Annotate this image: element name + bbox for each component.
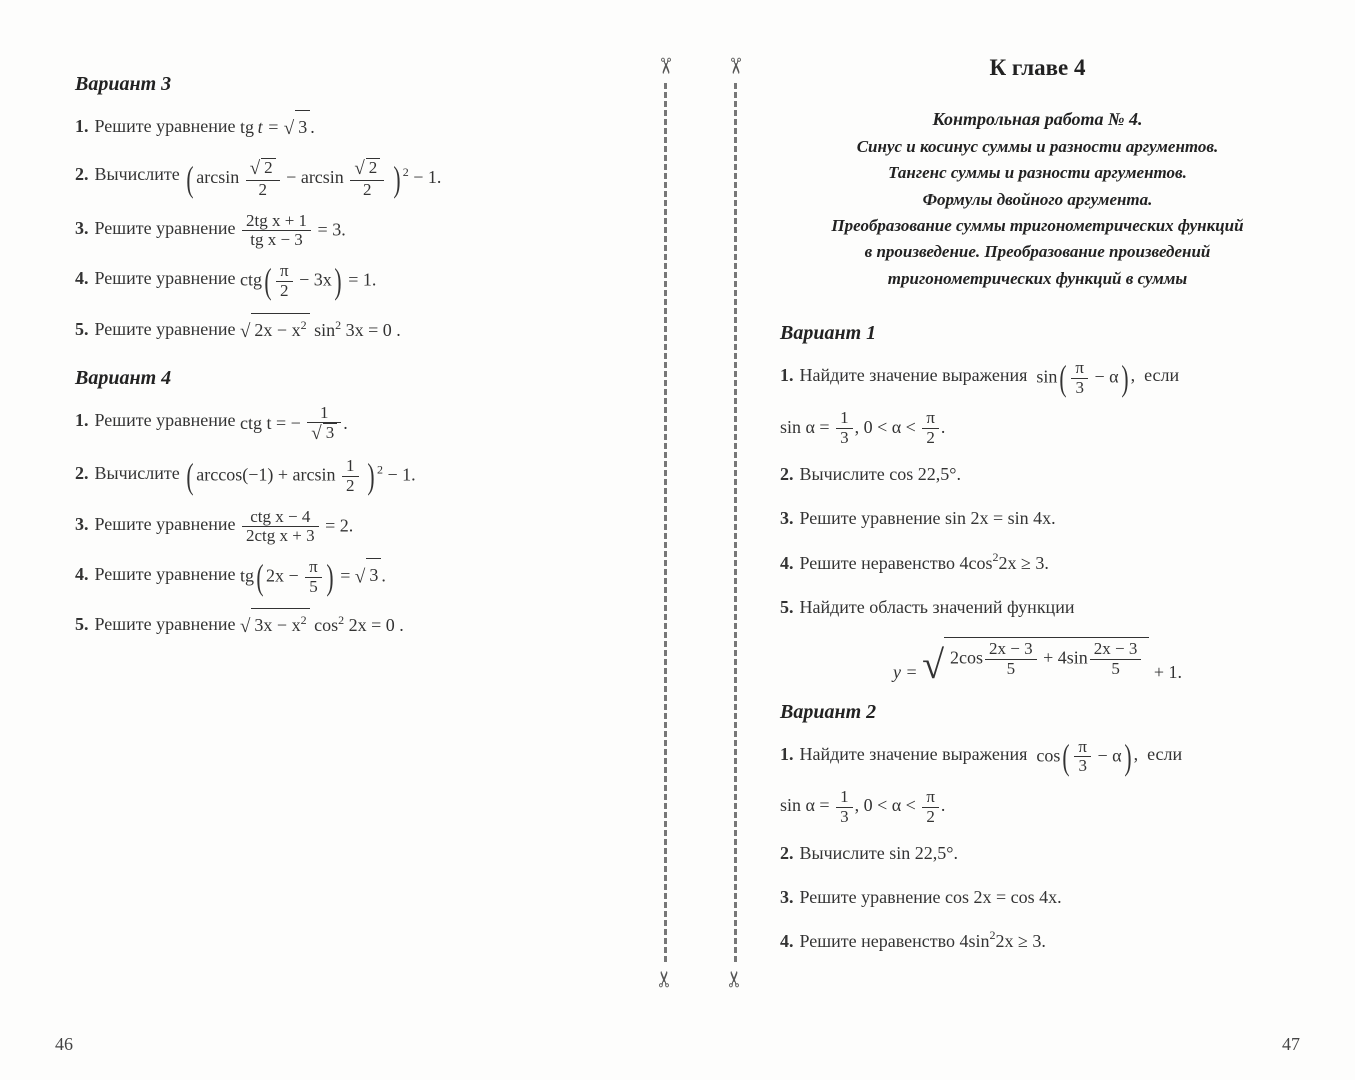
cut-line-right: ✂ ✂ — [720, 0, 750, 1080]
variant-1-title: Вариант 1 — [780, 322, 1295, 345]
right-page: К главе 4 Контрольная работа № 4. Синус … — [750, 0, 1355, 1080]
page-spread: Вариант 3 1. Решите уравнение tg t = √3.… — [0, 0, 1355, 1080]
variant-2-title: Вариант 2 — [780, 701, 1295, 724]
scissor-icon: ✂ — [724, 970, 746, 988]
variant-4-title: Вариант 4 — [75, 367, 590, 390]
v4-problem-5: 5. Решите уравнение √3x − x2 cos2 2x = 0… — [75, 608, 590, 644]
v4-problem-1: 1. Решите уравнение ctg t = − 1√3. — [75, 404, 590, 446]
v3-problem-5: 5. Решите уравнение √2x − x2 sin2 3x = 0… — [75, 313, 590, 349]
v1-problem-3: 3.Решите уравнение sin 2x = sin 4x. — [780, 502, 1295, 534]
v1-formula: y = √ 2cos2x − 35 + 4sin2x − 35 + 1. — [780, 637, 1295, 682]
left-page: Вариант 3 1. Решите уравнение tg t = √3.… — [0, 0, 650, 1080]
v3-problem-4: 4. Решите уравнение ctg(π2 − 3x) = 1. — [75, 262, 590, 300]
v4-problem-3: 3. Решите уравнение ctg x − 42ctg x + 3 … — [75, 508, 590, 546]
scissor-icon: ✂ — [654, 970, 676, 988]
v4-problem-4: 4. Решите уравнение tg(2x − π5) = √3. — [75, 558, 590, 596]
chapter-title: К главе 4 — [780, 55, 1295, 81]
v2-problem-1: 1. Найдите значение выражения cos(π3 − α… — [780, 738, 1295, 776]
v2-problem-2: 2.Вычислите sin 22,5°. — [780, 837, 1295, 869]
v1-problem-5: 5.Найдите область значений функции — [780, 591, 1295, 623]
v2-problem-4: 4.Решите неравенство 4sin2 2x ≥ 3. — [780, 925, 1295, 957]
v1-problem-4: 4.Решите неравенство 4cos2 2x ≥ 3. — [780, 547, 1295, 579]
cut-line-left: ✂ ✂ — [650, 0, 680, 1080]
v2-condition: sin α = 13, 0 < α < π2. — [780, 788, 1295, 826]
v4-problem-2: 2. Вычислите (arccos(−1) + arcsin 12 )2 … — [75, 457, 590, 495]
v3-problem-3: 3. Решите уравнение 2tg x + 1tg x − 3 = … — [75, 212, 590, 250]
v1-problem-1: 1. Найдите значение выражения sin(π3 − α… — [780, 359, 1295, 397]
v3-problem-2: 2. Вычислите (arcsin √22 − arcsin √22 )2… — [75, 158, 590, 200]
v1-problem-2: 2.Вычислите cos 22,5°. — [780, 458, 1295, 490]
scissor-icon: ✂ — [724, 57, 746, 75]
scissor-icon: ✂ — [654, 57, 676, 75]
v3-problem-1: 1. Решите уравнение tg t = √3. — [75, 110, 590, 146]
work-header: Контрольная работа № 4. Синус и косинус … — [780, 109, 1295, 292]
page-number-right: 47 — [1282, 1034, 1300, 1055]
v1-condition: sin α = 13, 0 < α < π2. — [780, 409, 1295, 447]
v2-problem-3: 3.Решите уравнение cos 2x = cos 4x. — [780, 881, 1295, 913]
page-number-left: 46 — [55, 1034, 73, 1055]
variant-3-title: Вариант 3 — [75, 73, 590, 96]
